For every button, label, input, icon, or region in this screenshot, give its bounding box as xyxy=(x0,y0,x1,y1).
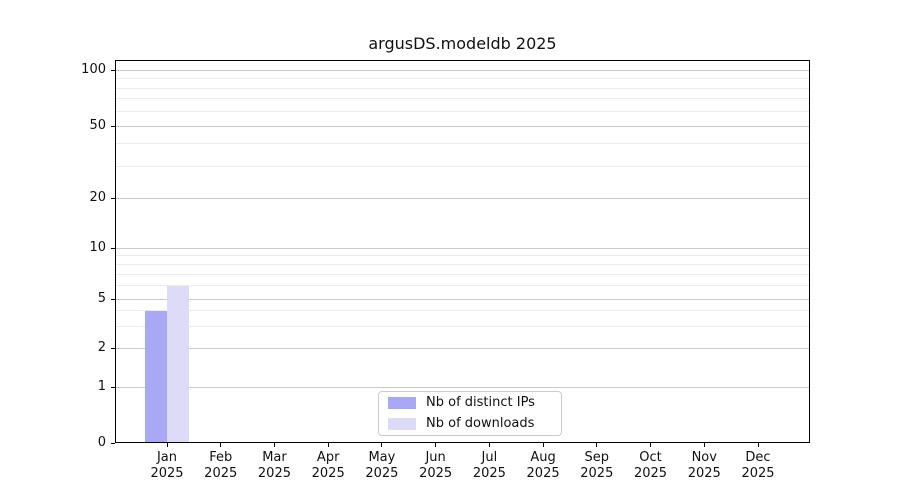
x-tick-label: Aug 2025 xyxy=(526,450,560,481)
gridline-minor xyxy=(116,310,809,312)
y-tick-label: 0 xyxy=(97,435,106,450)
x-tick-label: Oct 2025 xyxy=(633,450,668,481)
x-axis-tick xyxy=(542,443,544,447)
x-tick-label: Mar 2025 xyxy=(257,450,291,481)
gridline-minor xyxy=(116,285,809,287)
y-tick-label: 2 xyxy=(97,340,106,355)
x-axis-tick xyxy=(703,443,705,447)
y-axis-tick xyxy=(111,386,115,388)
gridline-major xyxy=(116,69,809,71)
x-axis-tick xyxy=(650,443,652,447)
legend-swatch-downloads-icon xyxy=(388,418,416,430)
gridline-minor xyxy=(116,143,809,145)
x-tick-label: Jun 2025 xyxy=(419,450,453,481)
x-axis-tick xyxy=(327,443,329,447)
y-tick-label: 1 xyxy=(97,379,106,394)
y-tick-label: 100 xyxy=(81,62,106,77)
y-tick-label: 10 xyxy=(89,240,106,255)
legend: Nb of distinct IPs Nb of downloads xyxy=(378,391,562,436)
x-tick-label: May 2025 xyxy=(365,450,399,481)
legend-item-downloads: Nb of downloads xyxy=(388,415,552,433)
gridline-minor xyxy=(116,87,809,89)
x-axis-tick xyxy=(273,443,275,447)
bar-nb-of-distinct-ips-jan xyxy=(145,310,167,442)
x-tick-label: Jul 2025 xyxy=(472,450,506,481)
gridline-minor xyxy=(116,165,809,167)
gridline-minor xyxy=(116,110,809,112)
x-tick-label: Feb 2025 xyxy=(204,450,238,481)
chart-title: argusDS.modeldb 2025 xyxy=(368,34,557,53)
x-axis-tick xyxy=(488,443,490,447)
y-axis-tick xyxy=(111,247,115,249)
gridline-minor xyxy=(116,98,809,100)
legend-swatch-distinct-ips-icon xyxy=(388,397,416,409)
gridline-major xyxy=(116,125,809,127)
x-axis-tick xyxy=(596,443,598,447)
x-tick-label: Dec 2025 xyxy=(741,450,775,481)
y-axis-tick xyxy=(111,125,115,127)
y-axis-tick xyxy=(111,197,115,199)
y-tick-label: 50 xyxy=(89,118,106,133)
gridline-major xyxy=(116,386,809,388)
bar-nb-of-downloads-jan xyxy=(167,285,189,442)
y-axis-tick xyxy=(111,442,115,444)
gridline-minor xyxy=(116,263,809,265)
gridline-major xyxy=(116,247,809,249)
gridline-minor xyxy=(116,255,809,257)
y-axis-tick xyxy=(111,69,115,71)
x-axis-tick xyxy=(757,443,759,447)
legend-item-distinct-ips: Nb of distinct IPs xyxy=(388,394,552,412)
gridline-major xyxy=(116,298,809,300)
y-tick-label: 20 xyxy=(89,190,106,205)
x-tick-label: Apr 2025 xyxy=(311,450,345,481)
legend-label-distinct-ips: Nb of distinct IPs xyxy=(426,395,535,410)
gridline-minor xyxy=(116,78,809,79)
y-axis-tick xyxy=(111,298,115,300)
x-axis-tick xyxy=(166,443,168,447)
y-axis-tick xyxy=(111,347,115,349)
gridline-major xyxy=(116,197,809,199)
gridline-minor xyxy=(116,273,809,275)
x-axis-tick xyxy=(220,443,222,447)
x-tick-label: Jan 2025 xyxy=(150,450,184,481)
x-axis-tick xyxy=(435,443,437,447)
gridline-minor xyxy=(116,325,809,327)
x-tick-label: Nov 2025 xyxy=(687,450,721,481)
legend-label-downloads: Nb of downloads xyxy=(426,416,535,431)
x-axis-tick xyxy=(381,443,383,447)
plot-border xyxy=(115,60,810,443)
gridline-major xyxy=(116,347,809,349)
y-tick-label: 5 xyxy=(97,291,106,306)
x-tick-label: Sep 2025 xyxy=(580,450,614,481)
